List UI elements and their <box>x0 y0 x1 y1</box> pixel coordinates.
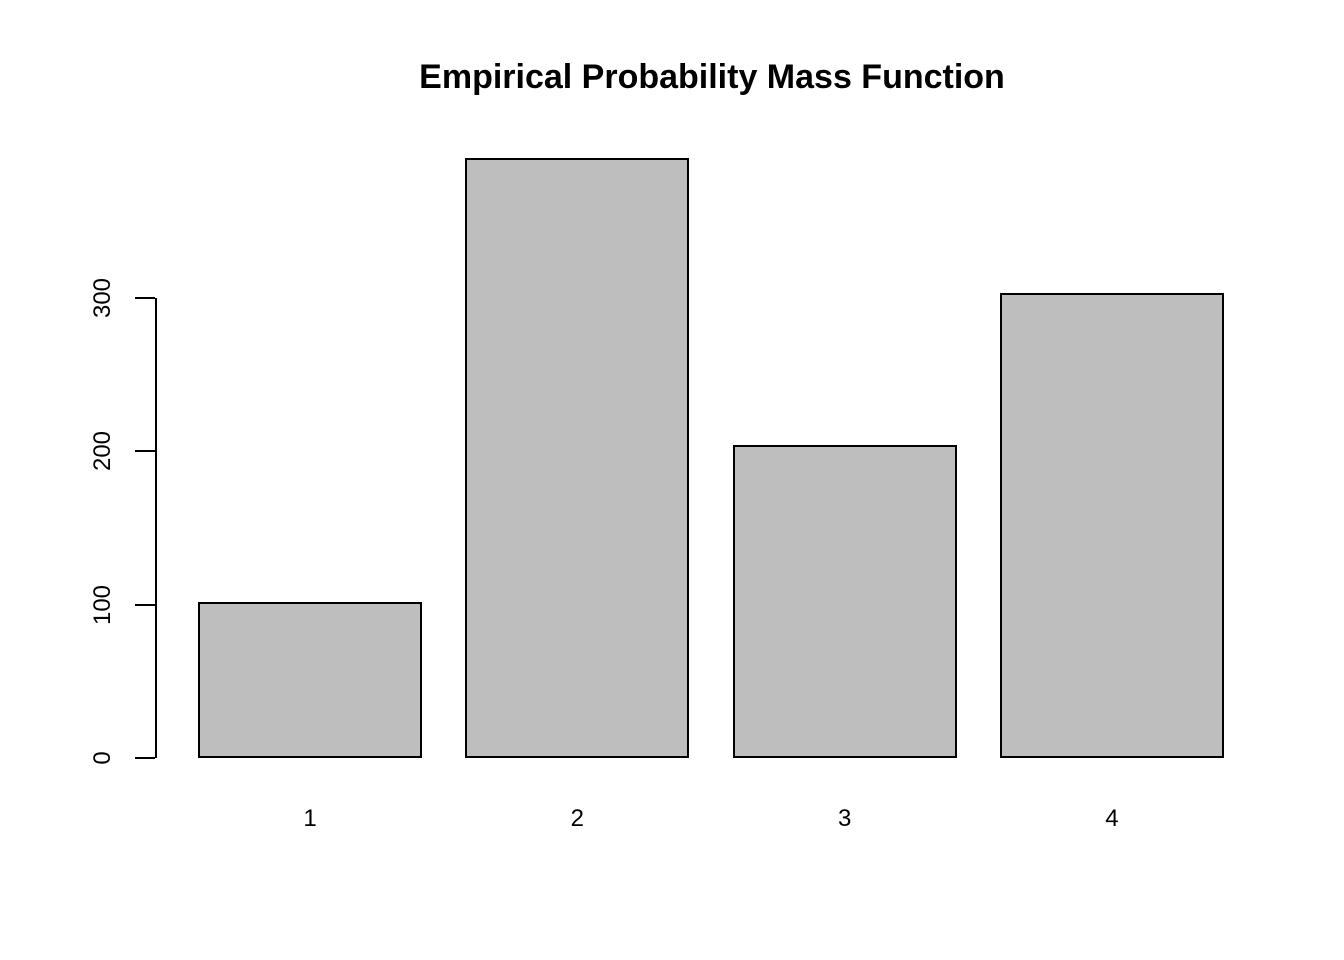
y-axis-tick-label-0: 0 <box>89 751 116 765</box>
plot-area: 0 100 200 300 1 2 3 4 <box>89 140 1297 832</box>
y-axis-tick-100 <box>135 603 155 606</box>
x-axis-tick-label-1: 1 <box>303 805 317 832</box>
x-axis-tick-label-2: 2 <box>570 805 584 832</box>
y-axis-tick-300 <box>135 296 155 299</box>
y-axis-tick-label-200: 200 <box>89 431 116 472</box>
y-axis-line <box>155 297 157 758</box>
x-axis-tick-label-4: 4 <box>1105 805 1119 832</box>
y-axis-tick-label-300: 300 <box>89 277 116 318</box>
bar-category-1 <box>198 601 422 758</box>
bar-category-4 <box>999 293 1224 758</box>
y-axis-tick-200 <box>135 450 155 453</box>
x-axis-tick-label-3: 3 <box>837 805 852 832</box>
y-axis-tick-0 <box>135 757 155 759</box>
chart-title: Empirical Probability Mass Function <box>419 58 1005 96</box>
y-axis-tick-label-100: 100 <box>89 584 116 625</box>
bar-category-2 <box>465 158 690 758</box>
bar-category-3 <box>732 445 957 758</box>
